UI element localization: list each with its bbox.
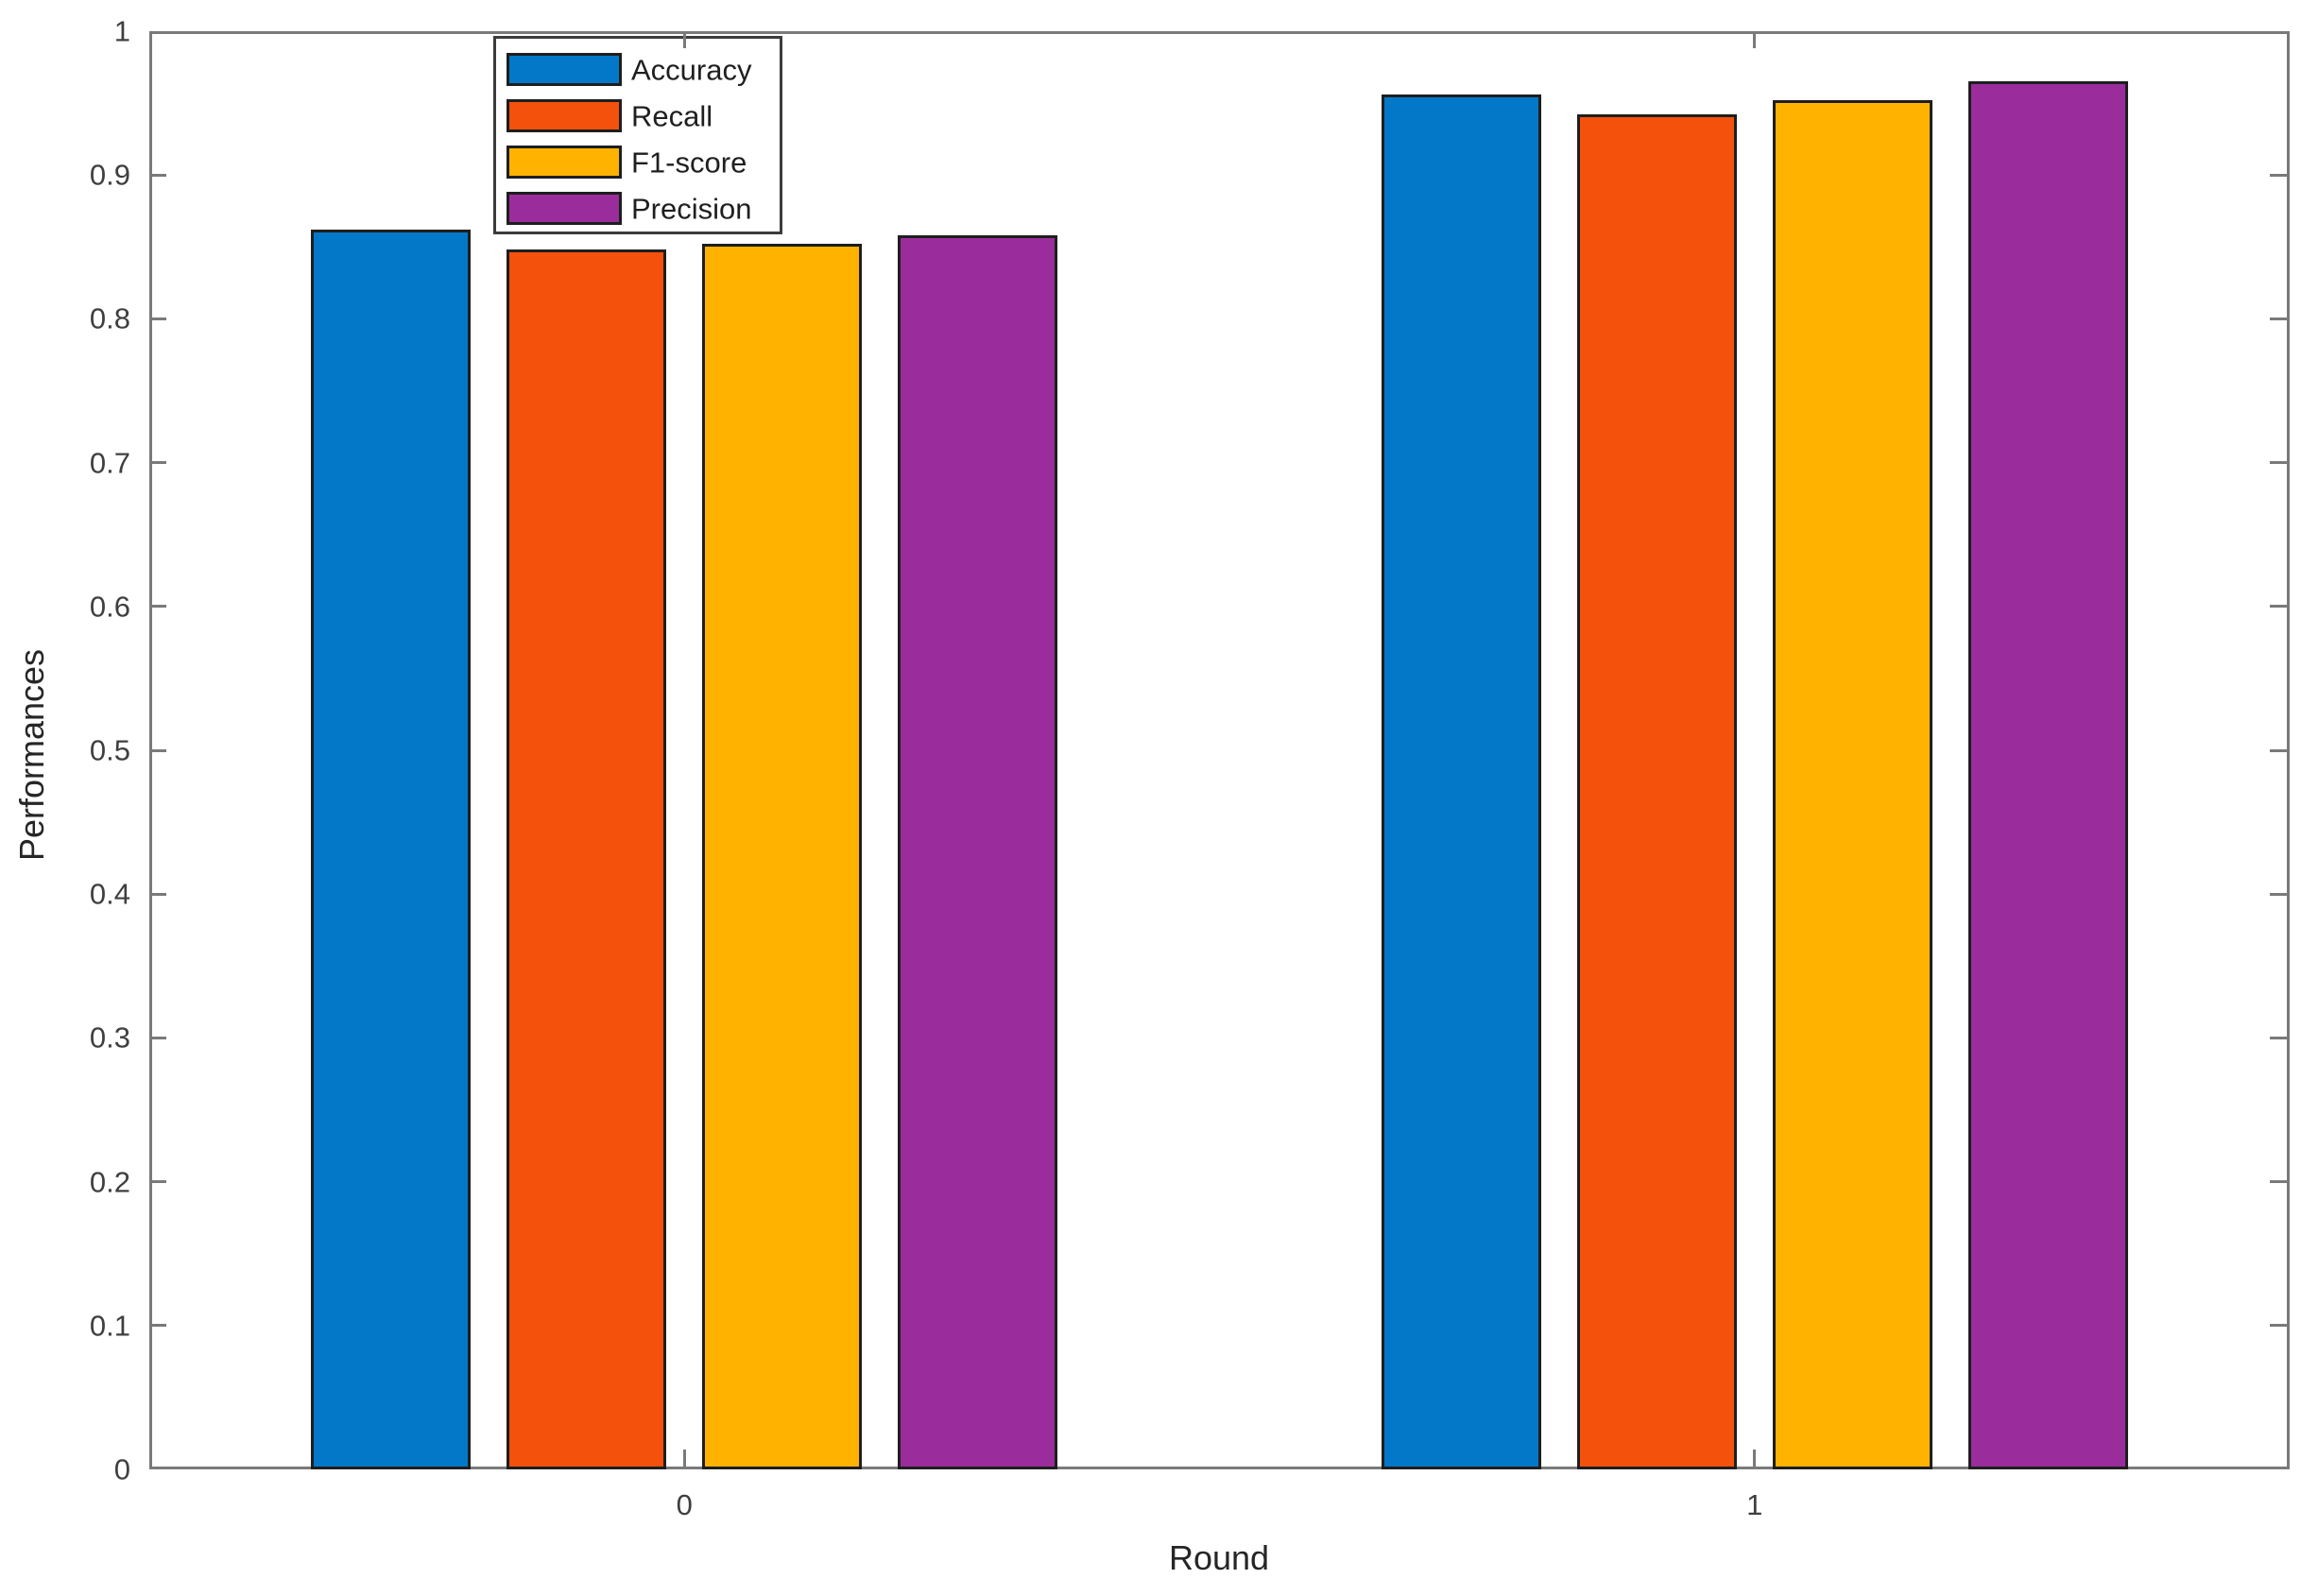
y-tick-mark-right xyxy=(2270,892,2287,896)
y-tick-label: 0.6 xyxy=(89,590,130,624)
bar-precision-round-1 xyxy=(1967,81,2128,1469)
legend-item-recall: Recall xyxy=(496,99,780,132)
legend-item-precision: Precision xyxy=(496,192,780,225)
y-tick-mark xyxy=(149,461,166,465)
y-tick-mark-right xyxy=(2270,1180,2287,1184)
y-tick-mark-right xyxy=(2270,317,2287,320)
bar-recall-round-1 xyxy=(1576,114,1737,1469)
x-axis-label: Round xyxy=(1168,1538,1270,1577)
y-tick-mark-right xyxy=(2270,461,2287,465)
y-tick-label: 0.9 xyxy=(89,158,130,192)
y-tick-label: 0.4 xyxy=(89,877,130,911)
legend-swatch-precision xyxy=(507,192,622,225)
legend-label-f1-score: F1-score xyxy=(631,146,747,179)
bar-f1-score-round-1 xyxy=(1772,100,1932,1469)
x-tick-mark-top xyxy=(1753,31,1757,48)
y-tick-mark xyxy=(149,1180,166,1184)
x-tick-label: 1 xyxy=(1746,1488,1763,1521)
y-tick-label: 1 xyxy=(113,14,130,48)
y-tick-label: 0.8 xyxy=(89,301,130,335)
y-tick-label: 0.1 xyxy=(89,1309,130,1343)
bar-accuracy-round-0 xyxy=(311,230,472,1469)
legend-item-f1-score: F1-score xyxy=(496,146,780,179)
y-tick-mark-right xyxy=(2270,748,2287,752)
y-tick-label: 0 xyxy=(113,1452,130,1486)
y-tick-mark-right xyxy=(2270,1036,2287,1039)
y-tick-mark xyxy=(149,317,166,320)
y-tick-mark xyxy=(149,892,166,896)
legend-swatch-accuracy xyxy=(507,53,622,86)
bar-recall-round-0 xyxy=(507,249,667,1469)
x-tick-mark-top xyxy=(682,31,686,48)
y-tick-mark xyxy=(149,1324,166,1328)
legend-label-precision: Precision xyxy=(631,192,752,225)
bar-accuracy-round-1 xyxy=(1381,94,1541,1469)
y-tick-mark-right xyxy=(2270,173,2287,177)
y-tick-label: 0.7 xyxy=(89,446,130,480)
x-tick-label: 0 xyxy=(676,1488,693,1521)
legend-item-accuracy: Accuracy xyxy=(496,53,780,86)
bar-f1-score-round-0 xyxy=(702,244,863,1469)
y-tick-mark xyxy=(149,605,166,609)
y-tick-mark-right xyxy=(2270,1324,2287,1328)
legend-swatch-f1-score xyxy=(507,146,622,179)
x-tick-mark xyxy=(1753,1450,1757,1467)
y-tick-mark xyxy=(149,173,166,177)
y-tick-label: 0.5 xyxy=(89,733,130,767)
legend-label-accuracy: Accuracy xyxy=(631,53,752,86)
legend: Accuracy Recall F1-score Precision xyxy=(493,36,782,234)
y-tick-mark-right xyxy=(2270,605,2287,609)
bar-precision-round-0 xyxy=(898,235,1058,1469)
legend-label-recall: Recall xyxy=(631,99,713,132)
plot-area xyxy=(149,31,2290,1469)
y-tick-label: 0.2 xyxy=(89,1165,130,1199)
x-tick-mark xyxy=(682,1450,686,1467)
y-tick-mark xyxy=(149,1036,166,1039)
y-tick-label: 0.3 xyxy=(89,1021,130,1055)
legend-swatch-recall xyxy=(507,99,622,132)
y-tick-mark xyxy=(149,748,166,752)
